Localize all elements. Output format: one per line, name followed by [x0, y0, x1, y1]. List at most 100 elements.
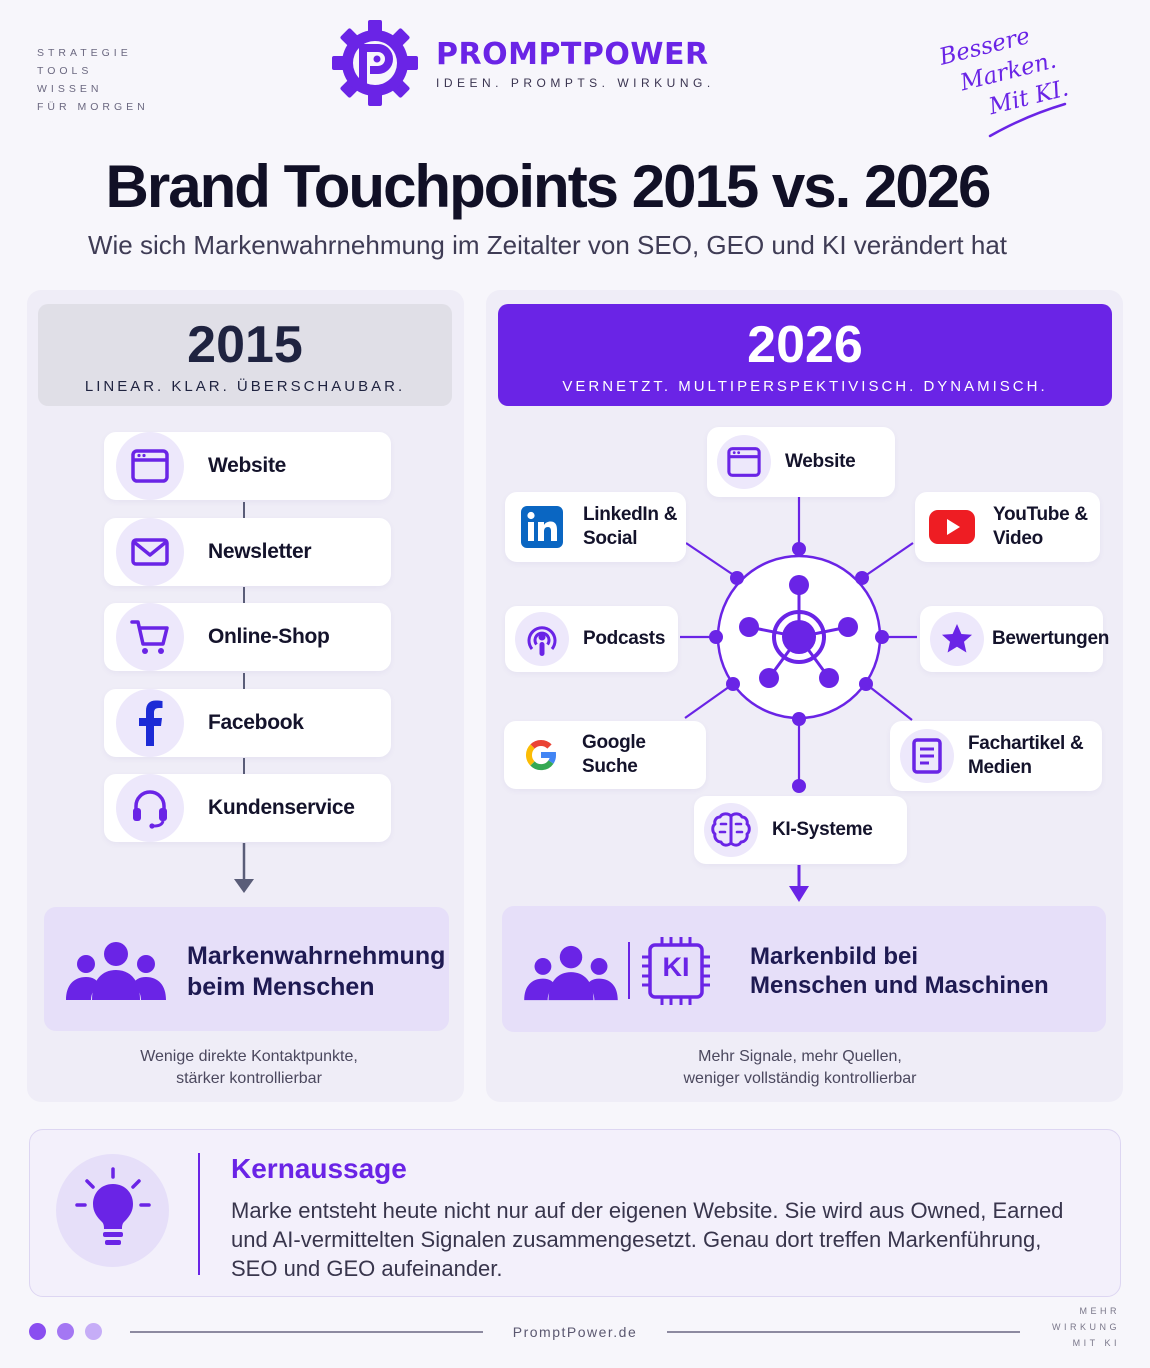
- touchpoint-label: KI-Systeme: [772, 819, 873, 840]
- touchpoint-ki-systeme-2026[interactable]: KI-Systeme: [694, 796, 907, 864]
- footer-rule: [130, 1331, 483, 1333]
- ki-chip-label: KI: [662, 952, 690, 982]
- outcome-line: Menschen und Maschinen: [750, 972, 1049, 999]
- touchpoint-label: Fachartikel & Medien: [968, 732, 1084, 780]
- header-tagline: STRATEGIE TOOLS WISSEN FÜR MORGEN: [37, 44, 149, 116]
- footer-slogan: MEHR WIRKUNG MIT KI: [1040, 1303, 1120, 1351]
- year-label: 2015: [187, 316, 303, 374]
- note-line: stärker kontrollierbar: [176, 1070, 322, 1087]
- chain-connector: [243, 587, 245, 603]
- page-subtitle: Wie sich Markenwahrnehmung im Zeitalter …: [87, 230, 1008, 260]
- outcome-divider: [628, 942, 630, 999]
- note-2026: Mehr Signale, mehr Quellen, weniger voll…: [502, 1046, 1098, 1090]
- header-2026: 2026 VERNETZT. MULTIPERSPEKTIVISCH. DYNA…: [498, 304, 1112, 406]
- kernaussage-divider: [198, 1153, 200, 1275]
- footer-slogan-line: MEHR: [1079, 1306, 1120, 1316]
- shopping-cart-icon: [116, 603, 184, 671]
- podcast-icon: [515, 612, 569, 666]
- down-arrow-icon: [234, 843, 254, 893]
- touchpoint-youtube-2026[interactable]: YouTube & Video: [915, 492, 1100, 562]
- touchpoint-label-line: LinkedIn &: [583, 504, 678, 525]
- chain-connector: [243, 502, 245, 518]
- document-icon: [900, 729, 954, 783]
- touchpoint-linkedin-2026[interactable]: LinkedIn & Social: [505, 492, 686, 562]
- touchpoint-label: Website: [785, 451, 856, 472]
- note-line: Mehr Signale, mehr Quellen,: [698, 1048, 902, 1065]
- facebook-icon: [116, 689, 184, 757]
- footer-slogan-line: WIRKUNG: [1052, 1322, 1120, 1332]
- touchpoint-bewertungen-2026[interactable]: Bewertungen: [920, 606, 1109, 672]
- touchpoint-label-line: Video: [993, 528, 1043, 549]
- touchpoint-label: LinkedIn & Social: [583, 503, 677, 551]
- touchpoint-website-2015[interactable]: Website: [104, 432, 391, 500]
- year-label: 2026: [747, 316, 863, 374]
- outcome-text: Markenbild bei Menschen und Maschinen: [750, 942, 1049, 1000]
- page-title: Brand Touchpoints 2015 vs. 2026: [105, 153, 992, 220]
- touchpoint-podcasts-2026[interactable]: Podcasts: [505, 606, 678, 672]
- touchpoint-onlineshop-2015[interactable]: Online-Shop: [104, 603, 391, 671]
- touchpoint-label-line: Social: [583, 528, 638, 549]
- ki-chip-icon: [642, 937, 710, 1005]
- linkedin-icon: [515, 500, 569, 554]
- brand-name: PROMPTPOWER: [436, 36, 709, 72]
- year-tagline: VERNETZT. MULTIPERSPEKTIVISCH. DYNAMISCH…: [562, 378, 1048, 395]
- note-2015: Wenige direkte Kontaktpunkte, stärker ko…: [44, 1046, 454, 1090]
- touchpoint-label-line: Fachartikel &: [968, 733, 1084, 754]
- touchpoint-label: Bewertungen: [992, 628, 1110, 649]
- browser-window-icon: [116, 432, 184, 500]
- footer-rule: [667, 1331, 1020, 1333]
- note-line: Wenige direkte Kontaktpunkte,: [140, 1048, 358, 1065]
- brain-icon: [704, 803, 758, 857]
- touchpoint-label-line: YouTube &: [993, 504, 1088, 525]
- footer-dot: [29, 1323, 46, 1340]
- touchpoint-label: Facebook: [208, 711, 304, 734]
- touchpoint-label: Online-Shop: [208, 625, 330, 648]
- outcome-2015: [44, 907, 449, 1031]
- lightbulb-icon: [75, 1167, 151, 1245]
- tagline-line: FÜR MORGEN: [37, 101, 149, 113]
- star-icon: [930, 612, 984, 666]
- people-group-icon: [66, 942, 166, 1000]
- kernaussage-text: Marke entsteht heute nicht nur auf der e…: [231, 1198, 1064, 1281]
- touchpoint-google-2026[interactable]: Google Suche: [504, 721, 706, 789]
- touchpoint-label: Newsletter: [208, 540, 312, 563]
- touchpoint-fachartikel-2026[interactable]: Fachartikel & Medien: [890, 721, 1102, 791]
- kernaussage-title: Kernaussage: [231, 1153, 407, 1184]
- touchpoint-label: Kundenservice: [208, 796, 355, 819]
- tagline-line: WISSEN: [37, 83, 103, 95]
- touchpoint-label: Website: [208, 454, 287, 477]
- touchpoint-newsletter-2015[interactable]: Newsletter: [104, 518, 391, 586]
- header-2015: 2015 LINEAR. KLAR. ÜBERSCHAUBAR.: [38, 304, 452, 406]
- footer-dot: [85, 1323, 102, 1340]
- brand-logo[interactable]: PROMPTPOWER IDEEN. PROMPTS. WIRKUNG.: [330, 18, 715, 108]
- chain-connector: [243, 673, 245, 689]
- touchpoint-label: Google Suche: [582, 732, 646, 777]
- brand-subtitle: IDEEN. PROMPTS. WIRKUNG.: [436, 75, 715, 90]
- touchpoint-label: YouTube & Video: [993, 503, 1088, 551]
- tagline-line: TOOLS: [37, 65, 93, 77]
- outcome-line: Markenwahrnehmung: [187, 942, 446, 970]
- note-line: weniger vollständig kontrollierbar: [683, 1070, 917, 1087]
- touchpoint-kundenservice-2015[interactable]: Kundenservice: [104, 774, 391, 842]
- gear-logo-icon: [332, 20, 418, 106]
- touchpoint-label-line: Medien: [968, 757, 1032, 778]
- outcome-line: Markenbild bei: [750, 943, 919, 970]
- kernaussage-box: [29, 1129, 1121, 1297]
- google-icon: [514, 728, 568, 782]
- footer-slogan-line: MIT KI: [1072, 1338, 1120, 1348]
- envelope-icon: [116, 518, 184, 586]
- youtube-icon: [925, 500, 979, 554]
- touchpoint-facebook-2015[interactable]: Facebook: [104, 689, 391, 757]
- footer-url[interactable]: PromptPower.de: [512, 1324, 638, 1340]
- year-tagline: LINEAR. KLAR. ÜBERSCHAUBAR.: [84, 378, 406, 395]
- chain-connector: [243, 758, 245, 774]
- people-group-icon: [524, 945, 618, 1001]
- touchpoint-label: Podcasts: [583, 628, 666, 649]
- headset-icon: [116, 774, 184, 842]
- outcome-text: Markenwahrnehmung beim Menschen: [187, 941, 445, 1003]
- outcome-line: beim Menschen: [187, 973, 375, 1001]
- touchpoint-website-2026[interactable]: Website: [707, 427, 895, 497]
- tagline-line: STRATEGIE: [37, 47, 132, 59]
- script-underline: [988, 102, 1067, 138]
